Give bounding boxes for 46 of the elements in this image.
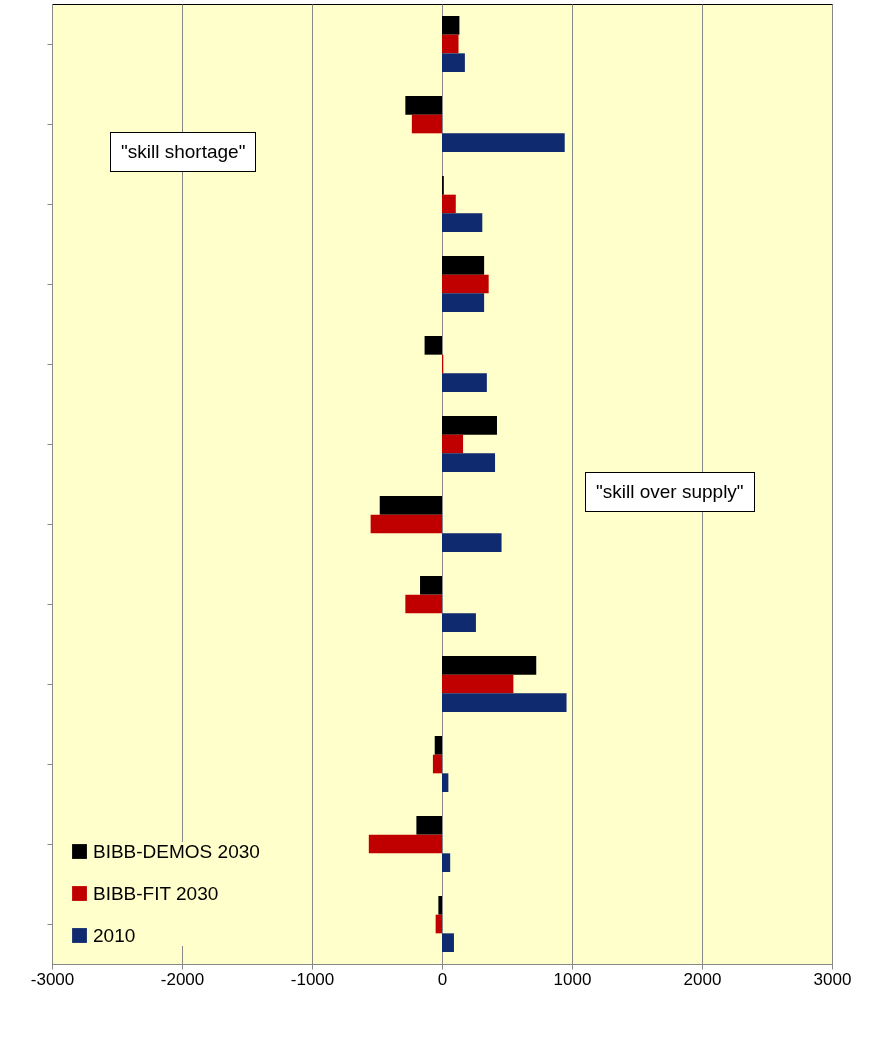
bar	[442, 613, 476, 632]
bar	[405, 594, 442, 614]
bar	[424, 336, 442, 355]
bar	[442, 434, 464, 454]
bar	[442, 853, 451, 872]
bar	[434, 736, 442, 755]
x-tick-label: -2000	[160, 969, 205, 989]
x-tick-label: 0	[437, 969, 448, 989]
bar	[442, 373, 487, 392]
bar	[442, 674, 514, 694]
bar	[442, 293, 485, 312]
bar	[370, 514, 442, 534]
bar	[442, 16, 460, 35]
legend-label: 2010	[93, 924, 136, 946]
bar	[435, 914, 442, 934]
bar	[442, 773, 449, 792]
bar	[442, 256, 485, 275]
bar	[442, 133, 565, 152]
x-tick-label: 2000	[683, 969, 722, 989]
bar	[442, 453, 496, 472]
bar	[442, 693, 567, 712]
bar	[420, 576, 442, 595]
bar	[442, 194, 456, 214]
annotation: "skill over supply"	[585, 472, 755, 512]
bar	[438, 896, 442, 915]
bar	[405, 96, 442, 115]
bar	[442, 274, 489, 294]
legend-label: BIBB-FIT 2030	[93, 882, 219, 904]
bar	[416, 816, 442, 835]
x-tick-label: -3000	[30, 969, 75, 989]
bar	[442, 416, 497, 435]
bar	[432, 754, 442, 774]
bar	[442, 34, 459, 54]
bar	[442, 53, 465, 72]
bar	[442, 933, 454, 952]
x-tick-label: -1000	[290, 969, 335, 989]
x-tick-label: 3000	[813, 969, 852, 989]
legend-label: BIBB-DEMOS 2030	[93, 840, 260, 862]
bar	[442, 213, 483, 232]
annotation: "skill shortage"	[110, 132, 257, 172]
bar	[442, 533, 502, 552]
bar	[442, 656, 537, 675]
bar	[379, 496, 442, 515]
x-tick-label: 1000	[553, 969, 592, 989]
bar	[368, 834, 442, 854]
bar	[411, 114, 442, 134]
